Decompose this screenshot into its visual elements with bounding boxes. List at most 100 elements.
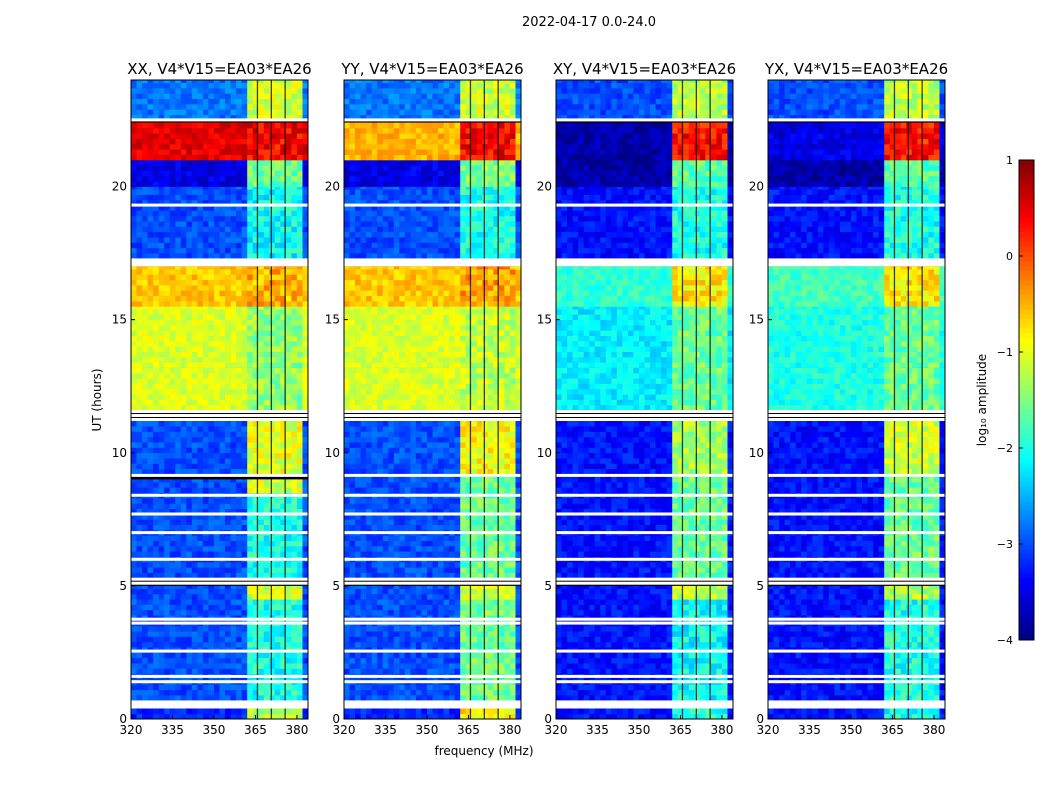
heatmap-cell [191, 540, 198, 547]
heatmap-cell [169, 159, 176, 166]
heatmap-cell [302, 253, 309, 259]
heatmap-cell [197, 372, 204, 379]
heatmap-cell [191, 713, 198, 720]
heatmap-cell [388, 540, 395, 547]
heatmap-cell [147, 356, 154, 363]
heatmap-cell [191, 383, 198, 390]
heatmap-cell [274, 149, 281, 155]
heatmap-cell [252, 383, 259, 390]
heatmap-cell [258, 295, 265, 302]
heatmap-cell [482, 713, 489, 720]
heatmap-cell [214, 269, 220, 275]
heatmap-cell [169, 175, 176, 182]
heatmap-cell [180, 447, 187, 454]
heatmap-cell [169, 143, 176, 150]
heatmap-cell [219, 447, 226, 454]
heatmap-cell [208, 205, 215, 211]
heatmap-cell [274, 285, 281, 291]
heatmap-cell [186, 335, 193, 342]
panel-title: XX, V4*V15=EA03*EA26 [127, 60, 311, 78]
heatmap-cell [454, 561, 461, 568]
heatmap-cell [164, 657, 171, 664]
heatmap-cell [241, 458, 248, 464]
heatmap-cell [241, 351, 248, 358]
heatmap-cell [404, 551, 411, 557]
heatmap-cell [482, 588, 489, 595]
heatmap-cell [280, 442, 287, 448]
heatmap-cell [169, 498, 176, 504]
heatmap-cell [285, 274, 292, 281]
heatmap-cell [191, 585, 198, 589]
heatmap-cell [214, 210, 220, 217]
heatmap-cell [147, 314, 154, 320]
heatmap-cell [136, 335, 143, 342]
heatmap-cell [498, 585, 505, 589]
heatmap-cell [247, 319, 254, 326]
heatmap-cell [355, 636, 361, 643]
heatmap-cell [208, 88, 215, 94]
heatmap-cell [274, 684, 281, 691]
heatmap-cell [296, 104, 303, 110]
heatmap-cell [131, 431, 137, 438]
heatmap-cell [258, 458, 265, 464]
heatmap-cell [180, 383, 187, 390]
heatmap-cell [214, 199, 220, 206]
heatmap-cell [432, 498, 439, 504]
heatmap-cell [487, 567, 494, 573]
heatmap-cell [208, 684, 215, 691]
heatmap-cell [153, 652, 159, 659]
heatmap-cell [236, 404, 242, 411]
heatmap-cell [153, 572, 159, 579]
heatmap-cell [291, 545, 298, 552]
heatmap-cell [504, 625, 511, 632]
heatmap-cell [449, 609, 455, 616]
heatmap-cell [465, 599, 472, 605]
heatmap-cell [214, 221, 220, 227]
heatmap-cell [175, 652, 182, 659]
heatmap-cell [388, 695, 395, 701]
heatmap-cell [241, 319, 248, 326]
heatmap-cell [504, 668, 511, 675]
heatmap-cell [302, 641, 309, 648]
heatmap-cell [186, 133, 193, 139]
heatmap-cell [291, 399, 298, 406]
heatmap-cell [225, 285, 231, 291]
heatmap-cell [169, 572, 176, 579]
heatmap-cell [186, 170, 193, 177]
heatmap-cell [230, 98, 237, 105]
heatmap-cell [236, 652, 242, 659]
heatmap-cell [280, 593, 287, 600]
heatmap-cell [344, 641, 350, 648]
heatmap-cell [404, 524, 411, 531]
heatmap-cell [147, 641, 154, 648]
heatmap-cell [258, 210, 265, 217]
heatmap-cell [158, 524, 165, 531]
heatmap-cell [476, 585, 483, 589]
heatmap-cell [285, 330, 292, 336]
heatmap-cell [344, 695, 350, 701]
heatmap-cell [164, 98, 171, 105]
heatmap-cell [197, 231, 204, 238]
heatmap-cell [180, 657, 187, 664]
heatmap-cell [285, 80, 292, 84]
heatmap-cell [208, 663, 215, 669]
heatmap-cell [252, 93, 259, 99]
heatmap-cell [285, 114, 292, 121]
heatmap-cell [175, 356, 182, 363]
heatmap-cell [169, 133, 176, 139]
heatmap-cell [136, 668, 143, 675]
heatmap-cell [208, 253, 215, 259]
heatmap-cell [291, 285, 298, 291]
heatmap-cell [236, 266, 242, 270]
heatmap-cell [186, 468, 193, 475]
heatmap-cell [280, 588, 287, 595]
heatmap-cell [274, 631, 281, 637]
heatmap-cell [214, 442, 220, 448]
heatmap-cell [291, 567, 298, 573]
heatmap-cell [371, 599, 378, 605]
heatmap-cell [504, 713, 511, 720]
heatmap-cell [476, 609, 483, 616]
heatmap-cell [247, 498, 254, 504]
heatmap-cell [302, 340, 309, 347]
heatmap-cell [208, 383, 215, 390]
